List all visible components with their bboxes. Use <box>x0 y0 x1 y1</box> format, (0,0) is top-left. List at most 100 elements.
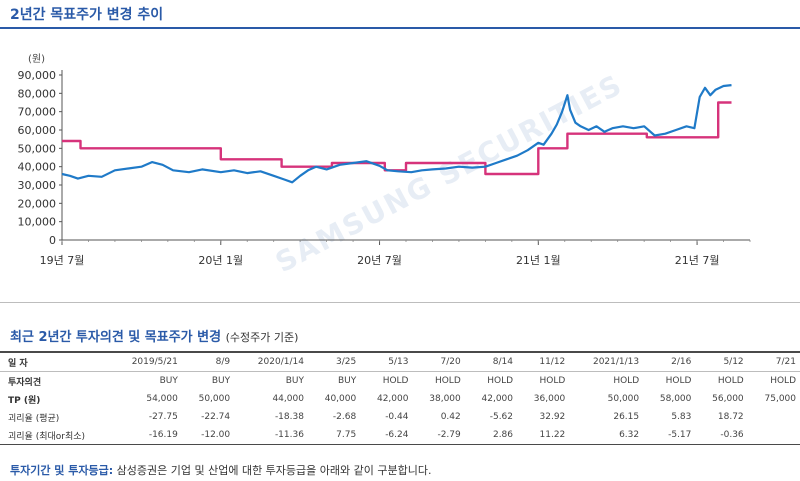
table-cell: -5.17 <box>643 426 696 445</box>
table-cell: -18.38 <box>274 412 304 422</box>
y-axis: 90,000 80,000 70,000 60,000 50,000 40,000 30,0… <box>18 69 63 247</box>
row-header: TP (원) <box>8 395 41 406</box>
y-tick-label: 50,000 <box>18 142 57 155</box>
table-cell: HOLD <box>539 376 566 386</box>
target-price-chart: (원) 90,000 80,000 70,000 60,000 50,000 40,000… <box>18 53 751 267</box>
rating-row: 투자의견 BUY BUY BUY BUY HOLD HOLD HOLD HOLD HOLD HOLD… <box>0 372 800 391</box>
table-cell: 7/21 <box>747 351 800 372</box>
table-cell: HOLD <box>434 376 461 386</box>
table-cell: 7.75 <box>307 426 361 445</box>
table-cell: 42,000 <box>376 394 409 404</box>
table-title: 최근 2년간 투자의견 및 목표주가 변경 (수정주가 기준) <box>10 326 298 345</box>
target-price-series-line <box>62 101 732 176</box>
footer-label: 투자기간 및 투자등급: <box>10 464 114 477</box>
table-cell: 7/20 <box>412 351 465 372</box>
table-cell: 11.22 <box>517 426 570 445</box>
title-rule <box>0 27 800 29</box>
table-cell: -0.44 <box>385 412 409 422</box>
footer-note: 투자기간 및 투자등급: 삼성증권은 기업 및 산업에 대한 투자등급을 아래와… <box>10 462 431 478</box>
y-tick-label: 10,000 <box>18 216 57 229</box>
table-cell: 2020/1/14 <box>234 351 308 372</box>
table-cell: 32.92 <box>539 412 566 422</box>
table-cell: 44,000 <box>272 394 304 404</box>
section-divider <box>0 302 800 303</box>
table-cell: -2.79 <box>412 426 465 445</box>
table-cell: 56,000 <box>712 394 744 404</box>
table-cell: BUY <box>159 376 178 386</box>
page-title: 2년간 목표주가 변경 추이 <box>10 7 164 23</box>
price-series-line <box>61 84 732 184</box>
target-price-history-table: 일 자 2019/5/21 8/9 2020/1/14 3/25 5/13 7/20 8/14… <box>0 351 800 445</box>
table-cell: 2019/5/21 <box>108 351 182 372</box>
table-cell: 50,000 <box>607 394 640 404</box>
table-cell: 18.72 <box>717 412 744 422</box>
row-header: 괴리율 (최대or최소) <box>0 426 108 445</box>
table-cell: 8/9 <box>181 351 235 372</box>
target-price-row: TP (원) 54,000 50,000 44,000 40,000 42,000 38,0… <box>0 390 800 408</box>
table-cell: 75,000 <box>764 394 797 404</box>
x-tick-label: 21년 7월 <box>675 254 720 267</box>
table-cell: 50,000 <box>198 394 231 404</box>
gap-average-row: 괴리율 (평균) -27.75 -22.74 -18.38 -2.68 -0.44 0.42… <box>0 408 800 426</box>
table-cell: 42,000 <box>481 394 514 404</box>
y-tick-label: 0 <box>49 234 56 247</box>
table-cell: HOLD <box>487 376 514 386</box>
table-cell <box>748 408 800 426</box>
x-tick-label: 20년 7월 <box>357 254 402 267</box>
table-cell: -0.36 <box>695 426 748 445</box>
table-cell: 6.32 <box>569 426 644 445</box>
table-cell: -2.68 <box>332 412 357 422</box>
table-cell: 5/13 <box>360 351 413 372</box>
y-tick-label: 40,000 <box>18 161 57 174</box>
y-tick-label: 30,000 <box>18 179 57 192</box>
row-header: 괴리율 (평균) <box>8 413 60 424</box>
table-cell: 8/14 <box>464 351 518 372</box>
x-tick-label: 20년 1월 <box>198 254 243 267</box>
gap-extreme-row: 괴리율 (최대or최소) -16.19 -12.00 -11.36 7.75 -6.24-… <box>0 426 800 445</box>
table-cell: HOLD <box>382 376 409 386</box>
table-cell: 2.86 <box>464 426 518 445</box>
y-tick-label: 90,000 <box>18 69 57 82</box>
table-cell: -5.62 <box>489 412 514 422</box>
table-cell: 2/16 <box>643 351 696 372</box>
table-cell: HOLD <box>665 376 692 386</box>
table-title-note: (수정주가 기준) <box>225 331 299 344</box>
table-cell: 5.83 <box>671 412 692 422</box>
table-cell: 38,000 <box>429 394 461 404</box>
table-cell: -16.19 <box>108 426 182 445</box>
table-cell: -27.75 <box>148 412 178 422</box>
y-tick-label: 20,000 <box>18 197 57 210</box>
table-cell: -12.00 <box>181 426 235 445</box>
footer-text: 삼성증권은 기업 및 산업에 대한 투자등급을 아래와 같이 구분합니다. <box>116 464 432 477</box>
table-cell: BUY <box>337 376 357 386</box>
table-cell: 26.15 <box>613 412 640 422</box>
table-cell: 2021/1/13 <box>569 351 644 372</box>
table-cell: -22.74 <box>201 412 231 422</box>
y-unit-label: (원) <box>28 53 45 65</box>
x-tick-label: 21년 1월 <box>516 254 561 267</box>
table-cell: BUY <box>211 376 231 386</box>
table-cell: -6.24 <box>360 426 413 445</box>
table-cell: 36,000 <box>533 394 566 404</box>
table-title-text: 최근 2년간 투자의견 및 목표주가 변경 <box>10 330 222 345</box>
table-cell: HOLD <box>613 376 640 386</box>
table-cell: HOLD <box>770 376 796 386</box>
table-cell: 58,000 <box>659 394 692 404</box>
date-row: 일 자 2019/5/21 8/9 2020/1/14 3/25 5/13 7/20 8/14… <box>0 351 800 372</box>
table-cell: 3/25 <box>307 351 361 372</box>
table-cell: 11/12 <box>517 351 570 372</box>
series-lines <box>61 84 732 184</box>
x-axis: 19년 7월 20년 1월 20년 7월 21년 1월 21년 7월 <box>40 239 751 267</box>
table-cell: -11.36 <box>234 426 308 445</box>
x-tick-label: 19년 7월 <box>40 254 85 267</box>
table-cell: 0.42 <box>440 412 461 422</box>
table-cell: HOLD <box>717 376 744 386</box>
table-cell: 40,000 <box>324 394 357 404</box>
y-tick-label: 60,000 <box>18 124 57 137</box>
table-cell: 5/12 <box>695 351 748 372</box>
row-header: 투자의견 <box>8 377 42 388</box>
table-cell <box>747 426 800 445</box>
y-tick-label: 70,000 <box>18 106 57 119</box>
row-header: 일 자 <box>0 351 108 372</box>
y-tick-label: 80,000 <box>18 87 57 100</box>
